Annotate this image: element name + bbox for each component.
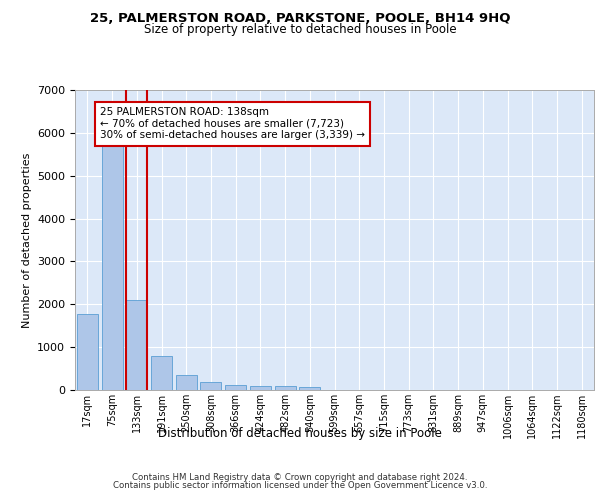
Bar xyxy=(101,142,122,390)
Bar xyxy=(275,386,296,390)
Bar xyxy=(225,386,246,390)
Text: Size of property relative to detached houses in Poole: Size of property relative to detached ho… xyxy=(143,22,457,36)
Text: Contains HM Land Registry data © Crown copyright and database right 2024.: Contains HM Land Registry data © Crown c… xyxy=(132,472,468,482)
Bar xyxy=(200,382,221,390)
Y-axis label: Number of detached properties: Number of detached properties xyxy=(22,152,32,328)
Text: Contains public sector information licensed under the Open Government Licence v3: Contains public sector information licen… xyxy=(113,481,487,490)
Bar xyxy=(151,356,172,390)
Text: 25, PALMERSTON ROAD, PARKSTONE, POOLE, BH14 9HQ: 25, PALMERSTON ROAD, PARKSTONE, POOLE, B… xyxy=(90,12,510,26)
Bar xyxy=(126,300,147,390)
Text: 25 PALMERSTON ROAD: 138sqm
← 70% of detached houses are smaller (7,723)
30% of s: 25 PALMERSTON ROAD: 138sqm ← 70% of deta… xyxy=(100,107,365,140)
Bar xyxy=(176,376,197,390)
Text: Distribution of detached houses by size in Poole: Distribution of detached houses by size … xyxy=(158,428,442,440)
Bar xyxy=(299,387,320,390)
Bar xyxy=(250,386,271,390)
Bar xyxy=(77,314,98,390)
